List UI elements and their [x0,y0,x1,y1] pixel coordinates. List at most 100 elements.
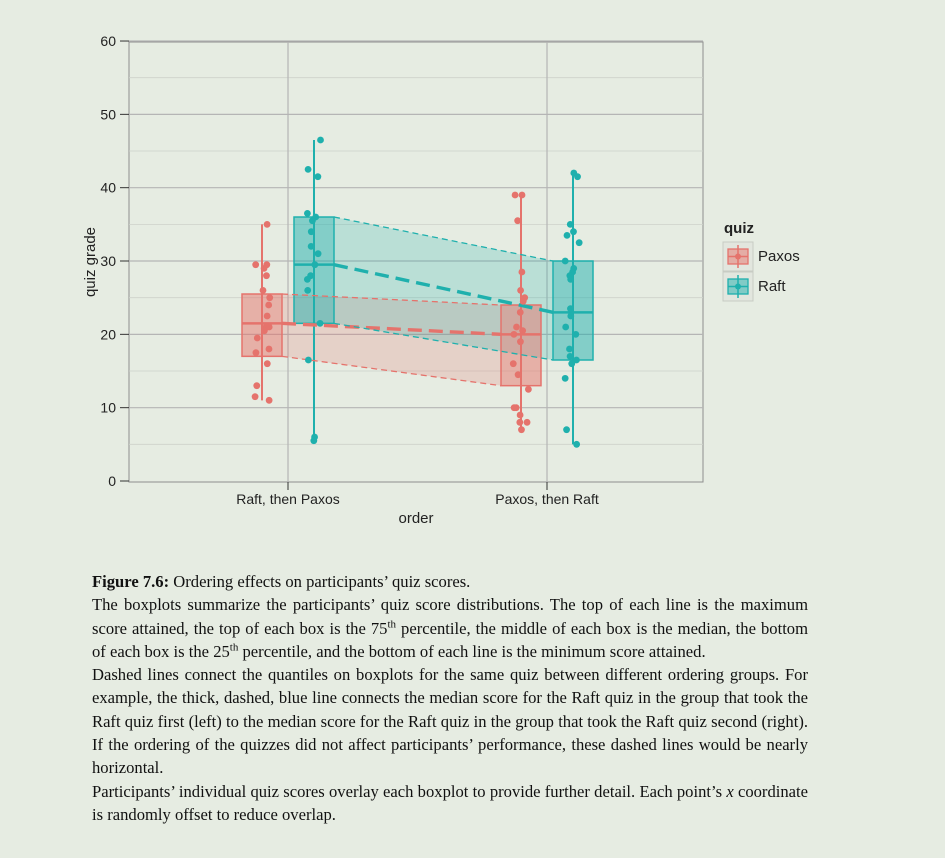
data-point [263,220,271,228]
data-point [513,323,520,331]
caption-text: The boxplots summarize the participants’… [92,595,808,638]
data-point [304,165,312,173]
data-point [518,268,526,276]
data-point [518,426,525,434]
data-point [314,250,322,258]
data-point [310,437,318,445]
data-point [266,294,274,302]
data-point [304,209,311,217]
data-point [517,338,524,346]
data-point [574,173,581,181]
data-point [568,360,576,368]
data-point [510,330,518,338]
quantile-band-paxos [282,294,501,386]
caption-paragraph-points: Participants’ individual quiz scores ove… [92,780,808,827]
caption-heading: Figure 7.6: Ordering effects on particip… [92,570,808,593]
y-axis-title: quiz grade [82,227,99,297]
caption-text: coordinate is randomly offset to reduce … [92,781,808,824]
data-point [516,308,524,316]
axes: 0 10 20 30 40 50 60 Raft, then Paxos Paxos, then… [100,33,598,507]
data-point [253,334,261,342]
data-point [309,217,316,225]
data-point [265,301,273,309]
y-tick-label: 10 [100,400,116,416]
data-point [260,327,268,335]
data-points [251,136,583,448]
legend-key-point [735,253,741,260]
dashed-connector-q1 [333,322,554,361]
data-point [510,404,518,412]
data-point [517,286,524,294]
boxes [241,216,594,387]
dashed-connector-q3 [281,293,502,306]
data-point [525,385,532,393]
figure-caption: Figure 7.6: Ordering effects on particip… [92,570,808,826]
x-tick-label: Raft, then Paxos [236,491,340,507]
caption-x-variable: x [726,781,734,801]
box-plot-chart: 0 10 20 30 40 50 60 Raft, then Paxos Paxos, then… [82,33,800,527]
data-point [563,426,570,434]
y-tick-label: 40 [100,180,116,196]
caption-text: Participants’ individual quiz scores ove… [92,781,727,801]
data-point [314,173,322,181]
legend-label-paxos: Paxos [758,248,800,265]
x-tick-label: Paxos, then Raft [495,491,599,507]
legend-label-raft: Raft [758,278,786,295]
legend: quiz Paxos Raft [722,220,800,302]
data-point [563,231,571,239]
grid-lines [129,40,703,482]
box [293,216,335,325]
superscript-th: th [387,618,397,631]
caption-text: percentile, the middle of each box is th… [92,618,809,661]
plot-panel [128,41,704,483]
data-point [307,242,315,250]
legend-title: quiz [724,220,754,237]
legend-key-point [735,283,741,290]
data-point [516,418,524,426]
data-point [311,261,319,269]
caption-paragraph-dashed-lines: Dashed lines connect the quantiles on bo… [92,665,808,778]
dashed-connector-median [281,321,502,337]
data-point [263,272,270,280]
caption-text: percentile, and the bottom of each line … [238,641,706,661]
data-point [573,356,580,364]
data-point [514,217,522,225]
data-point [519,327,527,335]
data-point [252,349,260,357]
data-point [561,374,569,382]
data-point [567,305,574,313]
data-point [253,382,261,390]
data-point [516,411,524,419]
data-point [316,319,324,327]
data-point [251,393,259,401]
x-axis-title: order [398,510,433,527]
data-point [566,220,574,228]
dashed-connector-q3 [333,216,554,262]
data-point [566,352,574,360]
y-tick-label: 60 [100,33,116,49]
figure-number: Figure 7.6: [92,572,170,591]
data-point [566,345,573,353]
data-point [509,360,517,368]
connector-dashed-lines [281,216,554,387]
superscript-th: th [229,641,239,654]
data-point [575,239,583,247]
y-tick-label: 30 [100,253,116,269]
data-point [561,257,569,265]
data-point [514,371,522,379]
caption-paragraph-boxplots: The boxplots summarize the participants’… [92,593,808,663]
data-point [265,396,273,404]
data-point [303,275,311,283]
figure-title: Ordering effects on participants’ quiz s… [169,572,471,591]
data-point [570,228,577,236]
data-point [265,345,273,353]
data-point [304,356,312,364]
data-point [523,418,531,426]
data-point [252,261,260,269]
y-tick-label: 50 [100,106,116,122]
data-point [263,312,271,320]
y-tick-label: 0 [108,473,116,489]
dashed-connector-median [333,263,554,315]
data-point [304,286,312,294]
data-point [567,312,575,320]
